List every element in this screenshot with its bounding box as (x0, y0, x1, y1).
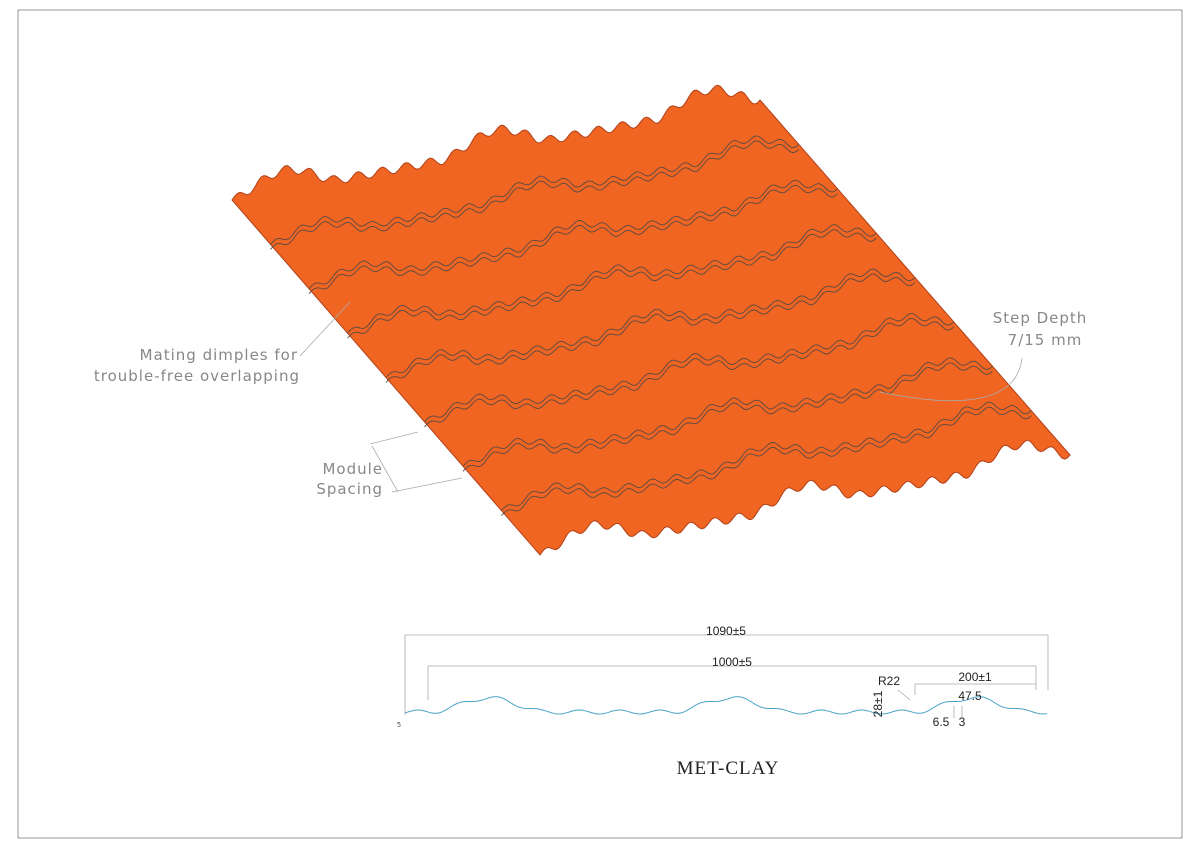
step-line (501, 401, 1032, 511)
dimension: 47.5 (958, 689, 982, 703)
step-line (462, 357, 993, 467)
dimension: 5 (397, 721, 401, 729)
step-line (308, 179, 838, 290)
title: MET-CLAY (677, 758, 780, 779)
annotation: trouble-free overlapping (94, 367, 300, 385)
step-line (385, 273, 916, 383)
dimension: R22 (878, 674, 900, 688)
dimension: 200±1 (958, 670, 992, 684)
step-line (501, 406, 1032, 516)
dimension: 1090±5 (706, 624, 746, 638)
step-line (347, 224, 877, 334)
roof-sheet (231, 84, 1071, 556)
dimension-lines (404, 634, 1049, 718)
sheet-body (231, 84, 1071, 556)
annotation: Spacing (316, 480, 383, 498)
leader (879, 357, 1023, 402)
step-line (424, 312, 955, 423)
step-line (424, 317, 955, 428)
step-line (308, 184, 838, 295)
frame (17, 9, 1183, 839)
annotation: Mating dimples for (140, 346, 298, 364)
profile-line (404, 696, 1048, 715)
leader (369, 431, 463, 493)
step-line (462, 362, 993, 472)
step-line (270, 135, 800, 245)
leader (299, 301, 351, 357)
dimension: 6.5 (933, 715, 950, 729)
dimension: 3 (959, 715, 966, 729)
dimension: 1000±5 (712, 655, 752, 669)
step-line (270, 140, 800, 250)
annotation: 7/15 mm (1008, 331, 1083, 349)
step-line (385, 268, 916, 378)
step-line (347, 229, 877, 339)
dimension: 28±1 (871, 690, 885, 717)
annotation: Step Depth (993, 309, 1088, 327)
annotation: Module (322, 460, 383, 478)
